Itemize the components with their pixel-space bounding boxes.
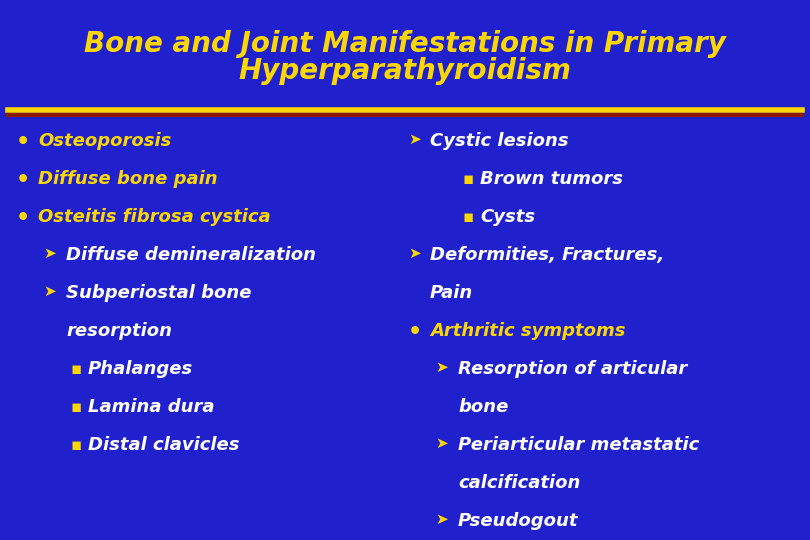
Text: ▪: ▪ <box>462 208 473 226</box>
Text: Subperiostal bone: Subperiostal bone <box>66 284 251 302</box>
Text: Arthritic symptoms: Arthritic symptoms <box>430 322 625 340</box>
Text: •: • <box>408 322 422 342</box>
Text: Phalanges: Phalanges <box>88 360 194 378</box>
Text: bone: bone <box>458 398 509 416</box>
Text: ➤: ➤ <box>43 284 56 299</box>
Text: ➤: ➤ <box>435 360 448 375</box>
Text: Osteitis fibrosa cystica: Osteitis fibrosa cystica <box>38 208 271 226</box>
Text: ➤: ➤ <box>435 512 448 527</box>
Text: Hyperparathyroidism: Hyperparathyroidism <box>239 57 571 85</box>
Text: ▪: ▪ <box>70 360 81 378</box>
Text: Diffuse bone pain: Diffuse bone pain <box>38 170 218 188</box>
Text: Osteoporosis: Osteoporosis <box>38 132 172 150</box>
Text: ➤: ➤ <box>435 436 448 451</box>
Text: Pain: Pain <box>430 284 473 302</box>
Text: •: • <box>16 132 30 152</box>
Text: Pseudogout: Pseudogout <box>458 512 578 530</box>
Text: Deformities, Fractures,: Deformities, Fractures, <box>430 246 664 264</box>
Text: ➤: ➤ <box>43 246 56 261</box>
Text: calcification: calcification <box>458 474 581 492</box>
Text: Distal clavicles: Distal clavicles <box>88 436 240 454</box>
Text: resorption: resorption <box>66 322 172 340</box>
Text: Cystic lesions: Cystic lesions <box>430 132 569 150</box>
Text: ➤: ➤ <box>408 132 420 147</box>
Text: •: • <box>16 208 30 228</box>
Text: Resorption of articular: Resorption of articular <box>458 360 687 378</box>
Text: Lamina dura: Lamina dura <box>88 398 215 416</box>
Text: Periarticular metastatic: Periarticular metastatic <box>458 436 699 454</box>
Text: ▪: ▪ <box>70 398 81 416</box>
Text: •: • <box>16 170 30 190</box>
Text: Brown tumors: Brown tumors <box>480 170 623 188</box>
Text: Bone and Joint Manifestations in Primary: Bone and Joint Manifestations in Primary <box>84 30 726 58</box>
Text: Cysts: Cysts <box>480 208 535 226</box>
Text: Diffuse demineralization: Diffuse demineralization <box>66 246 316 264</box>
Text: ▪: ▪ <box>462 170 473 188</box>
Text: ➤: ➤ <box>408 246 420 261</box>
Text: ▪: ▪ <box>70 436 81 454</box>
